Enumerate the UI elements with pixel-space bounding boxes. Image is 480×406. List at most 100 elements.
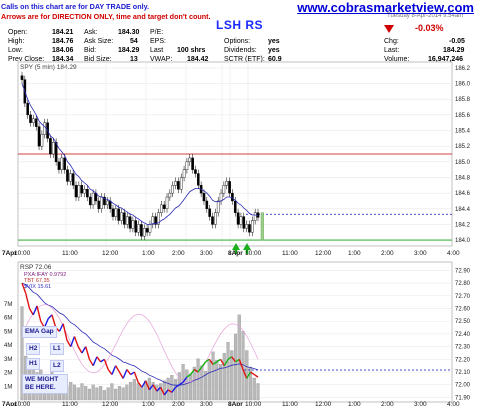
volume-tick: 3M [4, 357, 12, 363]
candle-down [196, 173, 200, 186]
rsp-segment [216, 358, 221, 363]
up-arrow-shaft [245, 249, 249, 254]
rsp-y-axis: 72.90 72.80 72.70 72.60 72.50 72.40 72.30 72.20… [455, 268, 471, 401]
rsp-segment [115, 365, 120, 373]
volume-label: Volume: [384, 56, 410, 63]
volume-bar [151, 381, 155, 401]
rsp-segment [141, 380, 147, 388]
volume-bar [256, 383, 260, 401]
up-arrow-icon [232, 243, 240, 250]
candle-down [88, 196, 92, 206]
rsp-y-tick: 72.00 [455, 383, 471, 389]
rsp-y-tick: 72.20 [455, 357, 471, 363]
rsp-segment [148, 384, 154, 391]
candle-up [225, 181, 229, 186]
rsp-segment [231, 356, 237, 363]
volume-bar [80, 383, 84, 401]
price-y-tick: 185.8 [455, 97, 471, 103]
volume-bar [211, 351, 215, 401]
candle-down [74, 185, 78, 198]
bid-value: 184.29 [118, 47, 140, 54]
candle-down [128, 216, 132, 229]
rsp-segment [201, 361, 207, 368]
ask-label: Ask: [84, 29, 98, 36]
price-y-tick: 186.0 [455, 82, 471, 88]
volume-bar [125, 384, 129, 401]
rsp-segment [77, 346, 83, 354]
volume-bar [117, 386, 121, 401]
rsp-x-tick: 12:00 [102, 401, 119, 406]
h1-label: H1 [26, 358, 41, 370]
rsp-x-tick-next: 4:00 [447, 401, 460, 406]
candle-up [142, 228, 146, 237]
price-x-tick: 10:00 [14, 250, 31, 257]
candle-up [51, 142, 55, 155]
rsp-y-tick: 72.50 [455, 319, 471, 325]
candle-down [231, 192, 234, 202]
high-label: High: [8, 38, 25, 45]
symbol-title: LSH RS [216, 18, 264, 32]
last-candle-highlight [260, 212, 264, 241]
rsp-segment [25, 293, 31, 309]
candle-down [211, 216, 214, 225]
rsp-segment [163, 389, 169, 396]
legend-vix: $VIX 15.61 [24, 284, 51, 290]
volume-bar [185, 369, 189, 401]
sctr-value: 60.9 [268, 56, 282, 63]
volume-bar [166, 377, 170, 401]
bid-size-label: Bid Size: [84, 56, 112, 63]
vwap-value: 184.42 [187, 56, 209, 63]
rsp-x-tick-next: 3:00 [414, 401, 427, 406]
candle-up [188, 157, 192, 163]
volume-bar [189, 373, 193, 401]
rsp-segment [133, 371, 139, 383]
price-y-tick: 184.0 [455, 238, 471, 244]
rsp-segment [197, 366, 203, 373]
volume-bar [91, 384, 95, 401]
candle-down [29, 114, 32, 123]
candle-down [202, 192, 206, 202]
candle-down [103, 196, 106, 206]
volume-bar [102, 390, 106, 401]
candle-down [134, 220, 138, 233]
rsp-segment [193, 368, 199, 373]
vwap-label: VWAP: [150, 56, 173, 63]
price-x-tick-next: 11:00 [282, 250, 298, 257]
candle-down [256, 212, 260, 218]
volume-bar [192, 366, 196, 401]
price-y-tick: 184.2 [455, 222, 471, 228]
price-x-tick: 7Apr [2, 250, 17, 257]
prev-close-value: 184.34 [52, 56, 74, 63]
rsp-segment [171, 386, 177, 393]
volume-bar [76, 387, 80, 401]
h2-label: H2 [26, 343, 41, 355]
price-x-tick: 12:00 [102, 250, 119, 257]
website-link[interactable]: www.cobrasmarketview.com [297, 0, 474, 15]
volume-bar [252, 377, 256, 401]
rsp-x-tick: 10:00 [245, 401, 262, 406]
open-label: Open: [8, 29, 28, 36]
candle-down [140, 224, 143, 237]
candle-up [131, 220, 135, 229]
rsp-x-tick-next: 2:00 [381, 401, 394, 406]
volume-bar [114, 388, 118, 401]
volume-bar [69, 381, 73, 401]
candle-down [37, 126, 41, 147]
price-x-tick-next: 4:00 [447, 250, 460, 257]
rsp-segment [144, 380, 151, 391]
last-shares-value: 100 shrs [177, 47, 206, 54]
candle-down [117, 208, 120, 221]
candle-down [233, 200, 237, 213]
rsp-y-tick: 72.70 [455, 294, 471, 300]
rsp-segment [227, 356, 233, 360]
candle-down [191, 157, 194, 170]
rsp-segment [182, 376, 188, 383]
rsp-segment [219, 358, 225, 367]
last-shares-label: Last [150, 47, 164, 54]
candle-up [253, 212, 257, 221]
price-x-tick-next: 3:00 [414, 250, 427, 257]
volume-bar [87, 388, 91, 401]
candle-down [194, 169, 197, 174]
rsp-x-tick: 3:00 [200, 401, 213, 406]
rsp-panel-title: RSP 72.06 [20, 264, 52, 271]
